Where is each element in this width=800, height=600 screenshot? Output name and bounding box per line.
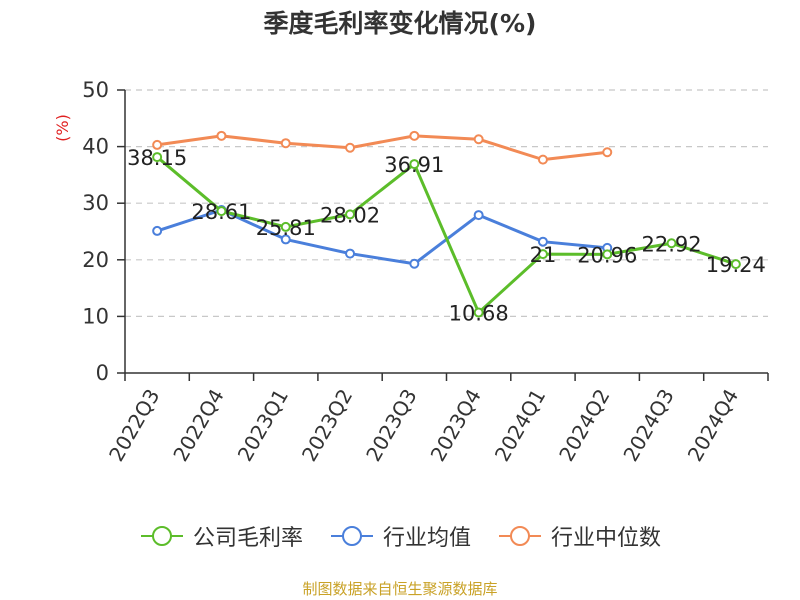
data-point (280, 138, 291, 149)
legend: 公司毛利率 行业均值 行业中位数 (0, 520, 800, 552)
data-point (409, 130, 420, 141)
data-point (602, 147, 613, 158)
x-tick-label: 2024Q2 (554, 385, 614, 466)
y-tick-label: 40 (82, 135, 109, 159)
data-point (152, 139, 163, 150)
data-point (280, 234, 291, 245)
data-label: 38.15 (127, 146, 187, 170)
data-point (473, 134, 484, 145)
data-point (537, 249, 548, 260)
data-point (280, 221, 291, 232)
x-tick-label: 2022Q3 (104, 385, 164, 466)
y-tick-label: 30 (82, 191, 109, 215)
data-point (602, 249, 613, 260)
x-tick-label: 2023Q4 (426, 385, 486, 466)
y-axis-label: (%) (53, 114, 72, 142)
data-label: 28.02 (320, 203, 380, 227)
x-tick-label: 2024Q4 (683, 385, 743, 466)
data-point (345, 209, 356, 220)
data-label: 28.61 (191, 200, 251, 224)
legend-marker-industry-mean (330, 526, 373, 546)
chart-title: 季度毛利率变化情况(%) (263, 9, 537, 38)
legend-label-industry-median: 行业中位数 (551, 526, 662, 551)
x-tick-label: 2023Q3 (361, 385, 421, 466)
y-tick-label: 50 (82, 78, 109, 102)
data-label: 10.68 (449, 302, 509, 326)
data-label: 19.24 (706, 253, 766, 277)
legend-item-industry-mean[interactable]: 行业均值 (329, 520, 471, 552)
data-label: 21 (530, 243, 557, 267)
data-point (537, 236, 548, 247)
y-tick-label: 0 (96, 361, 109, 385)
y-tick-label: 10 (82, 304, 109, 328)
data-point (345, 142, 356, 153)
data-label: 36.91 (384, 153, 444, 177)
data-point (409, 159, 420, 170)
data-point (152, 225, 163, 236)
x-tick-label: 2024Q1 (490, 385, 550, 466)
x-tick-label: 2023Q1 (233, 385, 293, 466)
data-point (537, 154, 548, 165)
legend-item-company[interactable]: 公司毛利率 (139, 520, 303, 552)
source-note: 制图数据来自恒生聚源数据库 (302, 580, 498, 598)
data-label: 25.81 (256, 216, 316, 240)
data-point (216, 206, 227, 217)
x-tick-label: 2024Q3 (618, 385, 678, 466)
data-point (152, 152, 163, 163)
data-point (216, 130, 227, 141)
legend-marker-industry-median (499, 526, 541, 546)
data-label: 20.96 (577, 243, 637, 267)
series-line (156, 134, 608, 162)
data-point (666, 238, 677, 249)
data-point (473, 307, 484, 318)
series-line (156, 155, 737, 315)
data-label: 22.92 (641, 232, 701, 256)
data-point (730, 259, 741, 270)
legend-marker-company (140, 526, 183, 546)
data-point (345, 248, 356, 259)
y-tick-label: 20 (82, 248, 109, 272)
data-point (473, 210, 484, 221)
legend-label-company: 公司毛利率 (192, 526, 303, 551)
data-point (409, 258, 420, 269)
legend-label-industry-mean: 行业均值 (382, 526, 471, 551)
x-tick-label: 2022Q4 (168, 385, 228, 466)
x-tick-label: 2023Q2 (297, 385, 357, 466)
legend-item-industry-median[interactable]: 行业中位数 (497, 520, 661, 552)
